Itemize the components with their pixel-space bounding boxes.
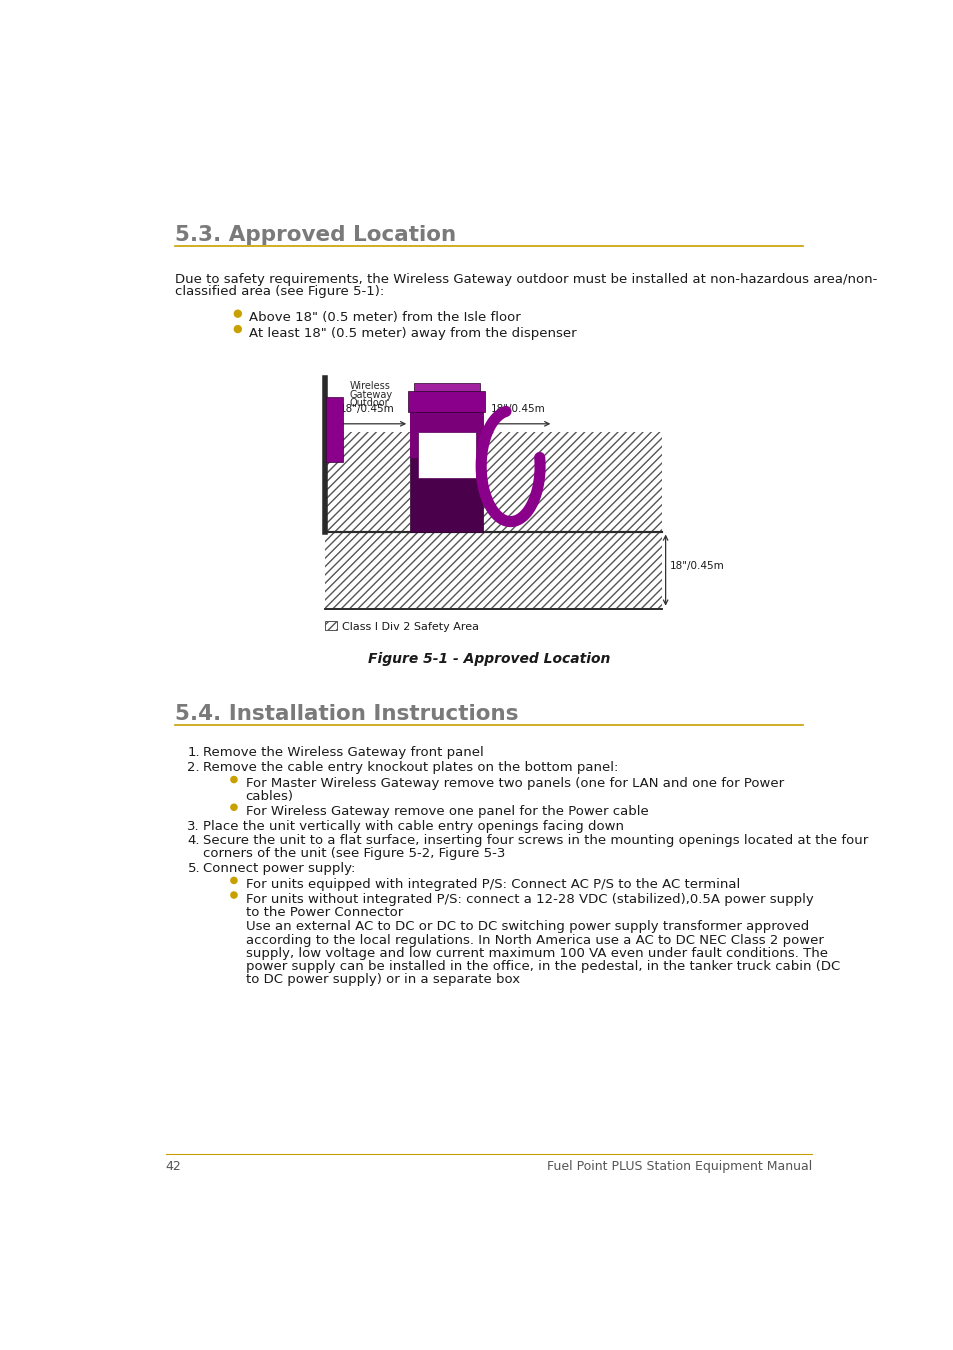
Bar: [483, 432, 661, 532]
Text: to the Power Connector: to the Power Connector: [245, 906, 402, 919]
Text: to DC power supply) or in a separate box: to DC power supply) or in a separate box: [245, 973, 519, 985]
Text: Gateway: Gateway: [349, 390, 392, 400]
Bar: [408, 390, 484, 412]
Text: Outdoor: Outdoor: [349, 398, 389, 409]
Text: Use an external AC to DC or DC to DC switching power supply transformer approved: Use an external AC to DC or DC to DC swi…: [245, 921, 808, 933]
Text: For Master Wireless Gateway remove two panels (one for LAN and one for Power: For Master Wireless Gateway remove two p…: [245, 778, 782, 790]
Text: 5.3. Approved Location: 5.3. Approved Location: [174, 225, 456, 246]
Text: power supply can be installed in the office, in the pedestal, in the tanker truc: power supply can be installed in the off…: [245, 960, 839, 973]
Bar: [414, 383, 479, 390]
Text: Remove the cable entry knockout plates on the bottom panel:: Remove the cable entry knockout plates o…: [203, 761, 618, 774]
Text: Place the unit vertically with cable entry openings facing down: Place the unit vertically with cable ent…: [203, 819, 623, 833]
Text: At least 18" (0.5 meter) away from the dispenser: At least 18" (0.5 meter) away from the d…: [249, 327, 576, 340]
Text: supply, low voltage and low current maximum 100 VA even under fault conditions. : supply, low voltage and low current maxi…: [245, 946, 826, 960]
Text: Figure 5-1 - Approved Location: Figure 5-1 - Approved Location: [367, 652, 610, 666]
Circle shape: [231, 805, 236, 810]
Text: Class I Div 2 Safety Area: Class I Div 2 Safety Area: [341, 622, 478, 632]
Bar: [410, 412, 483, 532]
Bar: [410, 412, 483, 459]
Bar: [324, 621, 336, 630]
Text: For units without integrated P/S: connect a 12-28 VDC (stabilized),0.5A power su: For units without integrated P/S: connec…: [245, 892, 813, 906]
Bar: [325, 432, 410, 532]
Text: 5.4. Installation Instructions: 5.4. Installation Instructions: [174, 705, 518, 724]
Bar: [417, 432, 476, 478]
Bar: [324, 532, 661, 609]
Text: Due to safety requirements, the Wireless Gateway outdoor must be installed at no: Due to safety requirements, the Wireless…: [174, 273, 877, 286]
Text: according to the local regulations. In North America use a AC to DC NEC Class 2 : according to the local regulations. In N…: [245, 934, 822, 946]
Circle shape: [231, 878, 236, 883]
Text: Connect power supply:: Connect power supply:: [203, 861, 355, 875]
Text: 2.: 2.: [187, 761, 200, 774]
Text: 4.: 4.: [187, 834, 200, 848]
Text: Wireless: Wireless: [349, 382, 390, 391]
Text: cables): cables): [245, 790, 294, 803]
Text: For Wireless Gateway remove one panel for the Power cable: For Wireless Gateway remove one panel fo…: [245, 805, 648, 818]
Text: 3.: 3.: [187, 819, 200, 833]
Text: For units equipped with integrated P/S: Connect AC P/S to the AC terminal: For units equipped with integrated P/S: …: [245, 878, 739, 891]
Text: 42: 42: [166, 1160, 181, 1173]
Circle shape: [234, 325, 241, 332]
Text: 18"/0.45m: 18"/0.45m: [670, 562, 724, 571]
Text: 18"/0.45m: 18"/0.45m: [339, 404, 395, 414]
Circle shape: [231, 776, 236, 783]
Text: 18"/0.45m: 18"/0.45m: [491, 404, 545, 414]
Text: corners of the unit (see Figure 5-2, Figure 5-3: corners of the unit (see Figure 5-2, Fig…: [203, 848, 505, 860]
Text: classified area (see Figure 5-1):: classified area (see Figure 5-1):: [174, 285, 384, 298]
Text: Remove the Wireless Gateway front panel: Remove the Wireless Gateway front panel: [203, 747, 483, 760]
Circle shape: [234, 310, 241, 317]
Text: Fuel Point PLUS Station Equipment Manual: Fuel Point PLUS Station Equipment Manual: [546, 1160, 811, 1173]
Text: 1.: 1.: [187, 747, 200, 760]
Text: Above 18" (0.5 meter) from the Isle floor: Above 18" (0.5 meter) from the Isle floo…: [249, 312, 520, 324]
Text: 5.: 5.: [187, 861, 200, 875]
Circle shape: [231, 892, 236, 898]
Text: Secure the unit to a flat surface, inserting four screws in the mounting opening: Secure the unit to a flat surface, inser…: [203, 834, 867, 848]
Bar: [326, 397, 343, 462]
